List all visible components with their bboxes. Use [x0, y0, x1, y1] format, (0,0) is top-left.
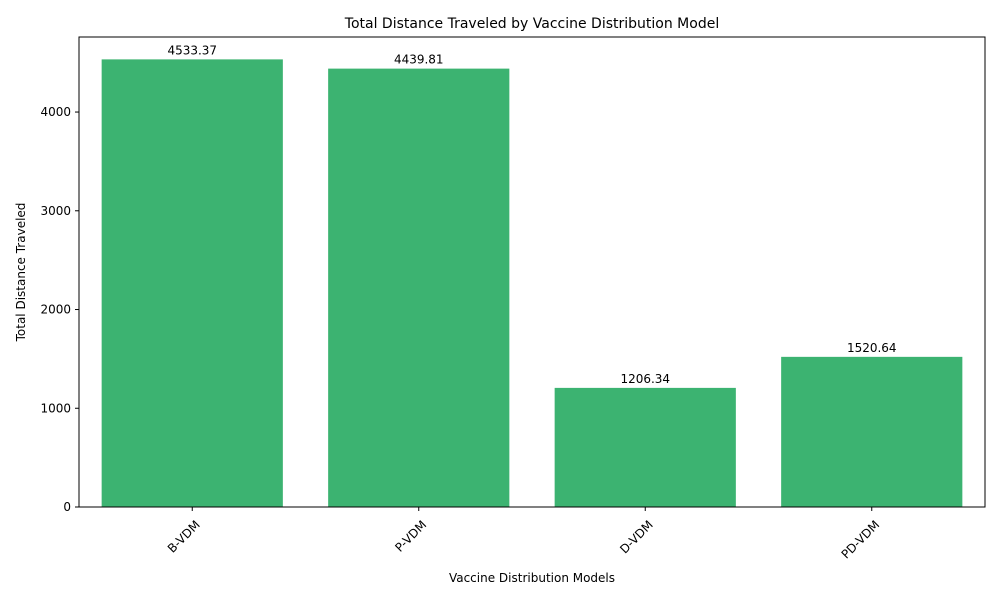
x-axis-label: Vaccine Distribution Models — [449, 571, 615, 585]
x-tick-label-p-vdm: P-VDM — [392, 518, 429, 555]
bars-layer — [101, 59, 963, 508]
y-axis-label: Total Distance Traveled — [14, 203, 28, 343]
data-label-p-vdm: 4439.81 — [394, 53, 444, 67]
y-tick-label: 2000 — [40, 303, 71, 317]
data-label-pd-vdm: 1520.64 — [847, 341, 897, 355]
y-tick-label: 3000 — [40, 204, 71, 218]
bar-pd-vdm — [781, 356, 963, 507]
bar-b-vdm — [101, 59, 283, 508]
x-tick-label-d-vdm: D-VDM — [617, 518, 656, 557]
bar-d-vdm — [554, 387, 736, 507]
data-labels-layer: 4533.37 4439.81 1206.34 1520.64 — [167, 43, 896, 386]
y-tick-label: 4000 — [40, 105, 71, 119]
y-tick-label: 1000 — [40, 401, 71, 415]
data-label-d-vdm: 1206.34 — [620, 372, 670, 386]
plot-frame — [78, 36, 986, 508]
x-tick-label-b-vdm: B-VDM — [165, 518, 203, 556]
data-label-b-vdm: 4533.37 — [167, 43, 217, 57]
x-tick-label-pd-vdm: PD-VDM — [839, 518, 883, 562]
chart-title: Total Distance Traveled by Vaccine Distr… — [344, 16, 719, 32]
bar-p-vdm — [328, 68, 510, 507]
y-tick-label: 0 — [63, 500, 71, 514]
